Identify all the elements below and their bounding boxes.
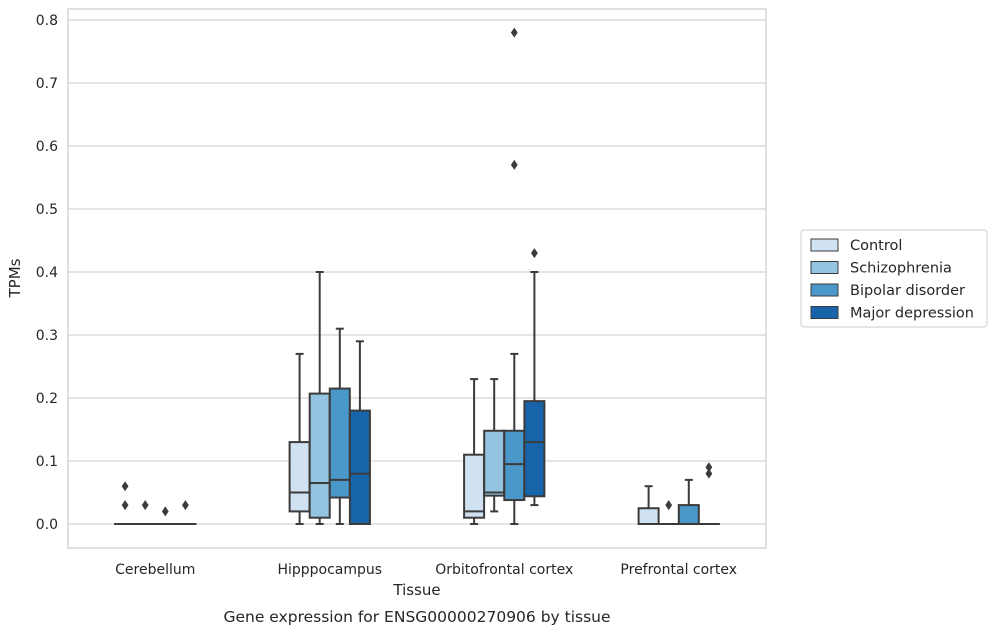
boxplot-series — [114, 27, 720, 526]
box-body — [348, 409, 371, 526]
x-tick-label: Prefrontal cortex — [620, 562, 737, 578]
legend: Control Schizophrenia Bipolar disorder Majo… — [800, 229, 988, 328]
x-axis-ticks: Cerebellum Hipppocampus Orbitofrontal cort… — [115, 562, 737, 578]
x-tick-label: Cerebellum — [115, 562, 195, 578]
box-control — [288, 352, 311, 525]
legend-label: Bipolar disorder — [850, 283, 965, 299]
y-axis-ticks: 0.0 0.1 0.2 0.3 0.4 0.5 0.6 0.7 0.8 — [36, 13, 58, 533]
y-tick-label: 0.4 — [36, 265, 58, 281]
box-body — [288, 441, 311, 513]
legend-label: Schizophrenia — [850, 261, 952, 277]
box-body — [308, 392, 331, 519]
box-major-depression — [697, 462, 720, 526]
chart-caption: Gene expression for ENSG00000270906 by t… — [223, 608, 610, 626]
legend-swatch — [810, 238, 839, 252]
outlier-point — [182, 500, 189, 511]
x-tick-label: Orbitofrontal cortex — [435, 562, 573, 578]
box-body — [463, 453, 486, 519]
legend-swatch — [810, 261, 839, 274]
outlier-point — [705, 462, 713, 473]
y-tick-label: 0.6 — [36, 139, 58, 155]
box-body — [483, 429, 506, 497]
y-tick-label: 0.8 — [36, 13, 58, 29]
y-tick-label: 0.7 — [36, 76, 58, 92]
box-control — [637, 485, 660, 525]
y-tick-label: 0.5 — [36, 202, 58, 218]
plot-frame — [67, 8, 767, 549]
box-major-depression — [174, 500, 197, 526]
x-tick-label: Hipppocampus — [277, 562, 382, 578]
x-axis-title: Tissue — [392, 581, 440, 599]
outlier-point — [510, 27, 518, 38]
box-body — [677, 504, 700, 526]
legend-label: Major depression — [850, 306, 974, 322]
outlier-point — [705, 468, 713, 479]
outlier-point — [531, 248, 538, 259]
outlier-point — [121, 481, 129, 492]
y-tick-label: 0.3 — [36, 328, 58, 344]
outlier-point — [141, 500, 149, 511]
legend-frame — [800, 229, 988, 328]
legend-label: Control — [850, 238, 902, 254]
box-bipolar-disorder — [503, 27, 526, 525]
y-tick-label: 0.1 — [36, 454, 58, 470]
y-tick-label: 0.2 — [36, 391, 58, 407]
outlier-point — [121, 500, 129, 511]
outlier-point — [665, 500, 673, 511]
box-control — [463, 378, 486, 525]
y-axis-title: TPMs — [6, 258, 24, 298]
box-body — [523, 400, 546, 498]
box-body — [503, 429, 526, 502]
outlier-point — [161, 506, 169, 517]
box-major-depression — [348, 340, 371, 526]
box-bipolar-disorder — [677, 478, 700, 526]
legend-swatch — [810, 306, 839, 319]
box-body — [328, 387, 351, 499]
legend-swatch — [810, 283, 839, 297]
box-body — [637, 507, 660, 525]
y-tick-label: 0.0 — [36, 517, 58, 533]
box-major-depression — [523, 248, 546, 507]
outlier-point — [510, 159, 518, 170]
